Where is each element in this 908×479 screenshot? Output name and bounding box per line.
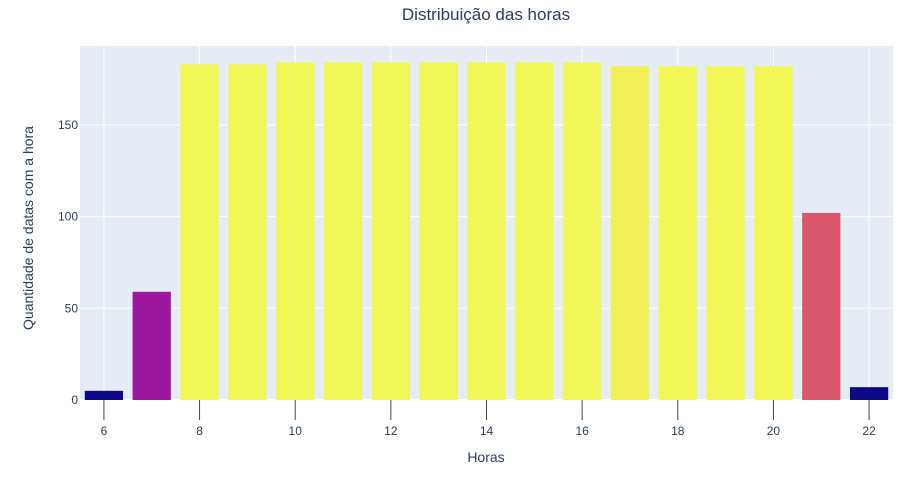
bar-hour-21[interactable]: [802, 212, 841, 400]
x-tick-label: 12: [384, 424, 398, 438]
x-tick-label: 8: [196, 424, 203, 438]
bar-hour-20[interactable]: [754, 66, 793, 401]
x-tick-label: 6: [101, 424, 108, 438]
bar-hour-9[interactable]: [228, 64, 267, 400]
bar-hour-11[interactable]: [323, 62, 363, 400]
bar-hour-17[interactable]: [610, 66, 650, 401]
bar-hour-7[interactable]: [132, 291, 171, 400]
bar-hour-19[interactable]: [706, 66, 745, 401]
y-tick-label: 0: [71, 393, 78, 407]
bar-hour-10[interactable]: [276, 62, 315, 400]
x-tick-label: 18: [671, 424, 685, 438]
bar-hour-18[interactable]: [658, 66, 697, 401]
x-axis-label: Horas: [467, 449, 504, 465]
x-tick-label: 14: [480, 424, 494, 438]
x-axis-ticks: 6 8 10 12 14 16 18 20 22: [101, 400, 876, 438]
bars: [84, 62, 889, 401]
bar-hour-13[interactable]: [419, 62, 458, 400]
bar-hour-15[interactable]: [515, 62, 554, 400]
y-tick-label: 100: [58, 210, 78, 224]
x-tick-label: 16: [575, 424, 589, 438]
chart-title: Distribuição das horas: [402, 5, 570, 24]
y-tick-label: 150: [58, 118, 78, 132]
bar-hour-8[interactable]: [180, 64, 219, 400]
x-tick-label: 22: [862, 424, 876, 438]
x-tick-label: 10: [289, 424, 303, 438]
y-axis-ticks: 0 50 100 150: [58, 118, 78, 407]
bar-hour-12[interactable]: [371, 62, 410, 400]
x-tick-label: 20: [767, 424, 781, 438]
y-axis-label: Quantidade de datas com a hora: [20, 126, 36, 330]
bar-hour-14[interactable]: [467, 62, 506, 400]
y-tick-label: 50: [65, 301, 79, 315]
bar-hour-6[interactable]: [84, 390, 124, 400]
bar-hour-22[interactable]: [849, 387, 889, 400]
bar-hour-16[interactable]: [563, 62, 602, 400]
